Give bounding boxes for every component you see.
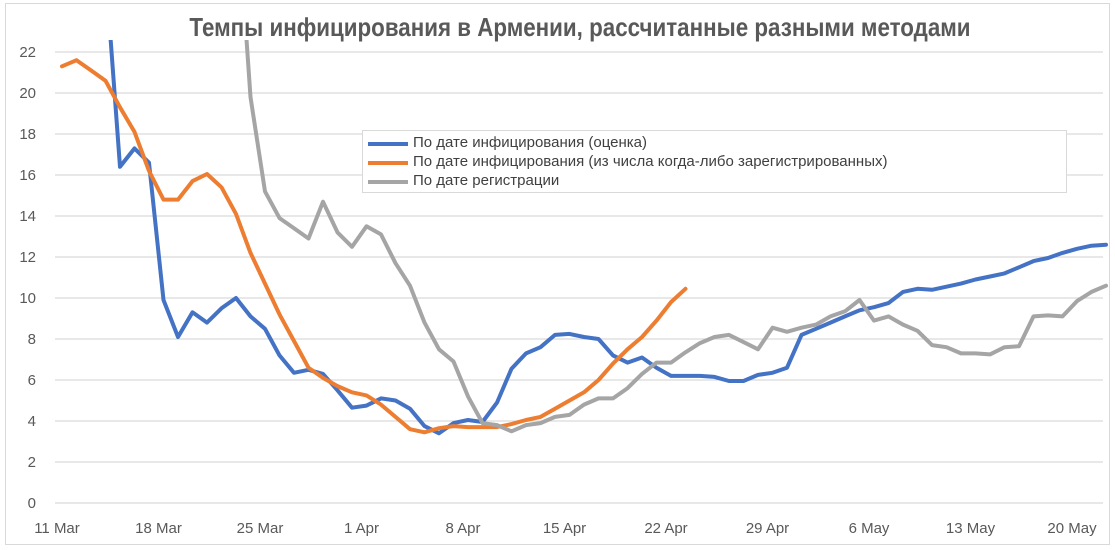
y-tick-label: 18 xyxy=(19,126,36,143)
x-tick-label: 22 Apr xyxy=(644,520,687,537)
x-tick-label: 6 May xyxy=(849,520,890,537)
y-tick-label: 6 xyxy=(28,372,36,389)
y-tick-label: 22 xyxy=(19,44,36,61)
y-tick-label: 14 xyxy=(19,208,36,225)
x-tick-label: 1 Apr xyxy=(344,520,379,537)
x-tick-label: 20 May xyxy=(1047,520,1097,537)
chart-frame xyxy=(5,3,1110,545)
legend-swatch xyxy=(368,142,408,146)
legend: По дате инфицирования (оценка) По дате и… xyxy=(362,130,1067,193)
series-line-1 xyxy=(60,58,688,435)
y-tick-label: 12 xyxy=(19,249,36,266)
legend-label: По дате регистрации xyxy=(413,172,560,189)
y-tick-label: 4 xyxy=(28,413,36,430)
x-tick-label: 15 Apr xyxy=(543,520,586,537)
y-tick-label: 0 xyxy=(28,495,36,512)
legend-item-registered-infection: По дате инфицирования (из числа когда-ли… xyxy=(368,153,1066,172)
series-line-2 xyxy=(244,40,1108,434)
legend-item-estimate: По дате инфицирования (оценка) xyxy=(368,134,1066,153)
legend-label: По дате инфицирования (из числа когда-ли… xyxy=(413,153,888,170)
x-tick-label: 29 Apr xyxy=(746,520,789,537)
series-line-0 xyxy=(108,40,1108,436)
chart-title: Темпы инфицирования в Армении, рассчитан… xyxy=(189,12,971,42)
y-tick-label: 20 xyxy=(19,85,36,102)
y-tick-label: 8 xyxy=(28,331,36,348)
x-tick-label: 8 Apr xyxy=(445,520,480,537)
x-tick-label: 25 Mar xyxy=(237,520,284,537)
legend-item-registration: По дате регистрации xyxy=(368,172,1066,191)
x-tick-label: 18 Mar xyxy=(135,520,182,537)
x-tick-label: 11 Mar xyxy=(34,520,80,537)
legend-swatch xyxy=(368,161,408,165)
legend-label: По дате инфицирования (оценка) xyxy=(413,134,648,151)
y-tick-label: 10 xyxy=(19,290,36,307)
y-tick-label: 16 xyxy=(19,167,36,184)
y-tick-label: 2 xyxy=(28,454,36,471)
legend-swatch xyxy=(368,180,408,184)
x-tick-label: 13 May xyxy=(946,520,996,537)
